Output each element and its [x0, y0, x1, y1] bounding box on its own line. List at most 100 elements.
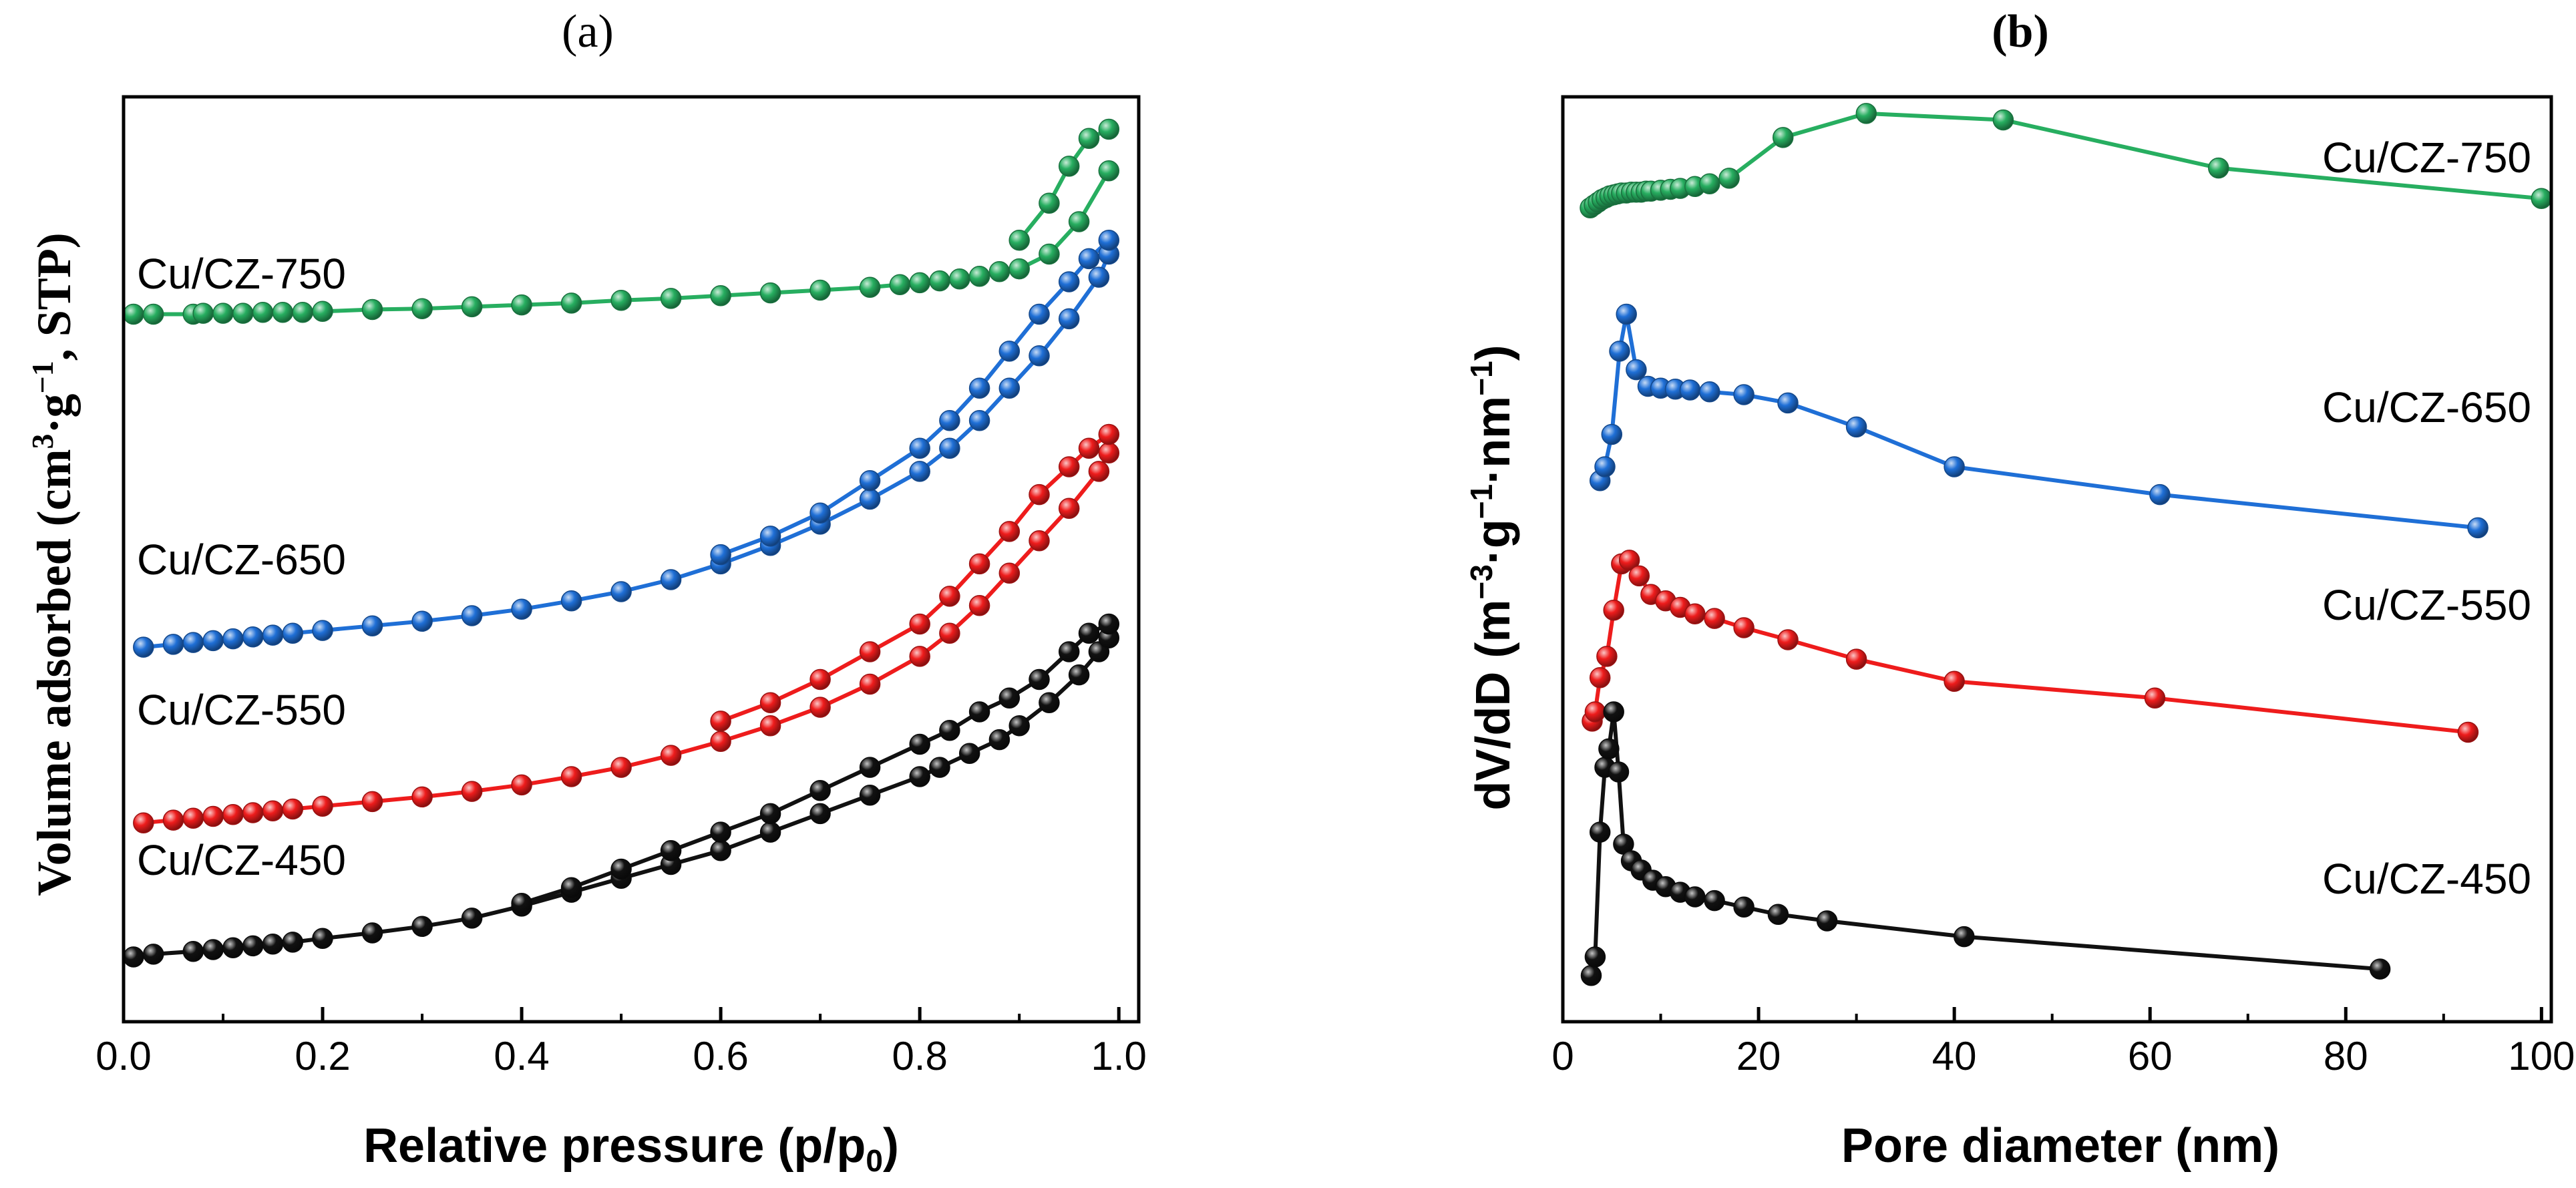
a-point-3-desorption-1 — [1078, 622, 1100, 644]
b-point-1-curve-2 — [1601, 423, 1623, 445]
a-point-2-adsorption-11 — [461, 781, 483, 802]
b-point-0-curve-21 — [1772, 127, 1794, 148]
a-point-3-adsorption-26 — [1068, 664, 1090, 686]
x-ticks-a: 0.0 0.2 0.4 0.6 0.8 1.0 — [96, 1007, 1147, 1078]
a-point-2-adsorption-3 — [202, 805, 224, 827]
a-point-3-adsorption-19 — [859, 784, 881, 806]
b-point-3-curve-18 — [1954, 926, 1975, 948]
a-point-2-desorption-11 — [710, 711, 731, 732]
b-point-2-curve-1 — [1584, 701, 1606, 723]
b-xtick-label-5: 100 — [2508, 1034, 2575, 1078]
a-point-3-desorption-2 — [1058, 641, 1080, 662]
a-point-3-adsorption-18 — [809, 803, 831, 825]
y-axis-title-b-end: ) — [1467, 345, 1520, 361]
b-point-1-curve-12 — [1777, 392, 1799, 414]
b-point-3-curve-14 — [1704, 889, 1725, 912]
series-label-a-450: Cu/CZ-450 — [137, 836, 346, 884]
a-point-3-adsorption-22 — [958, 743, 980, 765]
a-xtick-label-4: 0.8 — [892, 1034, 947, 1078]
a-point-2-desorption-0 — [1098, 423, 1120, 445]
a-point-3-desorption-11 — [710, 821, 731, 843]
b-line-3-curve — [1589, 710, 2380, 976]
a-point-2-adsorption-0 — [133, 812, 154, 833]
a-point-1-adsorption-20 — [909, 461, 930, 482]
b-point-2-curve-6 — [1618, 550, 1640, 571]
a-point-1-adsorption-7 — [282, 622, 304, 644]
a-point-2-adsorption-27 — [1098, 442, 1120, 463]
a-point-0-adsorption-5 — [232, 303, 254, 324]
a-point-3-adsorption-20 — [909, 766, 930, 787]
a-point-2-desorption-10 — [759, 692, 781, 713]
a-point-3-adsorption-25 — [1039, 692, 1060, 713]
a-point-0-adsorption-25 — [968, 265, 990, 287]
a-point-0-adsorption-17 — [710, 285, 731, 307]
a-point-2-adsorption-24 — [1029, 530, 1050, 552]
a-point-3-desorption-12 — [660, 840, 682, 861]
b-point-2-curve-4 — [1603, 599, 1624, 621]
a-point-1-desorption-4 — [998, 341, 1021, 362]
b-point-1-curve-15 — [2149, 483, 2171, 506]
a-point-2-adsorption-15 — [660, 745, 682, 766]
a-line-3-desorption — [521, 622, 1110, 906]
a-point-2-desorption-3 — [1029, 483, 1050, 506]
a-point-2-adsorption-18 — [809, 697, 831, 718]
a-point-1-adsorption-26 — [1088, 266, 1110, 288]
a-point-1-adsorption-23 — [998, 377, 1021, 399]
a-point-3-adsorption-16 — [710, 840, 731, 861]
b-point-1-curve-10 — [1699, 381, 1720, 403]
a-point-1-adsorption-12 — [511, 598, 532, 620]
a-xtick-label-0: 0.0 — [96, 1034, 151, 1078]
y-axis-title-b-sup1: −3 — [1464, 564, 1499, 599]
a-point-3-adsorption-2 — [182, 940, 204, 962]
a-point-0-adsorption-27 — [1008, 258, 1030, 280]
b-point-1-curve-3 — [1609, 341, 1630, 362]
a-point-1-adsorption-21 — [939, 437, 960, 459]
a-point-2-desorption-6 — [939, 586, 960, 607]
b-point-2-curve-18 — [2457, 721, 2479, 743]
b-point-1-curve-13 — [1845, 416, 1867, 438]
a-point-1-desorption-8 — [859, 470, 881, 491]
a-point-2-adsorption-21 — [939, 622, 960, 644]
a-point-2-adsorption-17 — [759, 715, 781, 737]
a-point-1-adsorption-11 — [461, 605, 483, 626]
a-point-0-adsorption-29 — [1068, 211, 1090, 232]
b-point-2-curve-2 — [1589, 667, 1611, 688]
a-point-2-desorption-1 — [1078, 437, 1100, 459]
b-point-3-curve-17 — [1816, 910, 1838, 932]
b-xtick-label-3: 60 — [2128, 1034, 2173, 1078]
b-point-2-curve-14 — [1777, 629, 1799, 650]
a-point-0-adsorption-14 — [560, 292, 582, 314]
b-point-1-curve-1 — [1594, 456, 1616, 477]
a-point-2-desorption-9 — [809, 668, 831, 690]
a-point-3-desorption-6 — [939, 719, 960, 741]
a-point-3-desorption-15 — [511, 892, 532, 914]
a-series-1 — [133, 229, 1120, 658]
x-ticks-b: 0 20 40 60 80 100 — [1551, 1007, 2575, 1078]
a-point-2-adsorption-12 — [511, 774, 532, 796]
b-point-3-curve-13 — [1684, 886, 1706, 908]
a-point-1-adsorption-1 — [162, 634, 184, 655]
y-axis-title-b-mid2: ·nm — [1467, 396, 1520, 484]
panel-label-b: (b) — [1992, 6, 2049, 57]
b-point-1-curve-16 — [2467, 517, 2489, 539]
b-point-2-curve-16 — [1944, 670, 1965, 692]
a-point-3-desorption-9 — [809, 780, 831, 801]
a-series-3 — [123, 613, 1120, 968]
a-point-1-adsorption-19 — [859, 488, 881, 510]
a-point-2-adsorption-25 — [1058, 498, 1080, 520]
b-point-1-curve-4 — [1616, 303, 1637, 325]
a-point-0-desorption-1 — [1078, 128, 1100, 150]
a-xtick-label-5: 1.0 — [1091, 1034, 1146, 1078]
b-point-3-curve-1 — [1584, 946, 1606, 968]
a-point-3-desorption-13 — [610, 858, 632, 880]
a-point-1-adsorption-4 — [222, 628, 244, 650]
panel-b: (b) 0 20 40 60 80 100 Pore diameter (nm) dV/d… — [1464, 6, 2575, 1173]
a-point-2-adsorption-16 — [710, 731, 731, 753]
plot-area-b — [1580, 103, 2553, 986]
a-series-2 — [133, 423, 1120, 833]
a-point-1-desorption-1 — [1078, 248, 1100, 270]
a-point-1-desorption-7 — [909, 437, 930, 459]
a-point-3-adsorption-24 — [1008, 715, 1030, 737]
a-xtick-label-3: 0.6 — [693, 1034, 748, 1078]
plot-area-a — [123, 118, 1120, 968]
